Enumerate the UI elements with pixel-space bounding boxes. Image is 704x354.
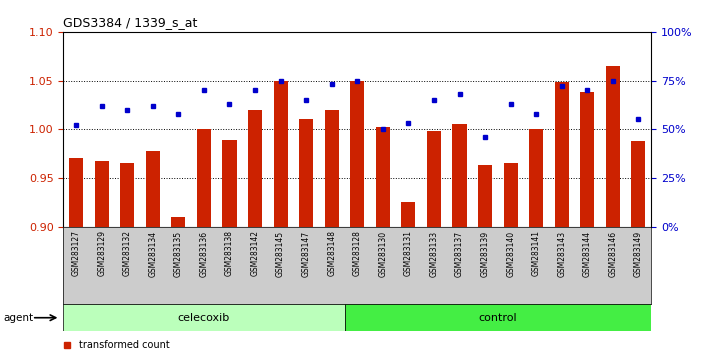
- Text: GDS3384 / 1339_s_at: GDS3384 / 1339_s_at: [63, 16, 198, 29]
- Text: GSM283146: GSM283146: [608, 230, 617, 276]
- Text: agent: agent: [4, 313, 34, 323]
- Bar: [146, 151, 160, 227]
- Bar: [120, 163, 134, 227]
- Bar: [580, 92, 594, 227]
- Text: GSM283134: GSM283134: [149, 230, 157, 276]
- Text: celecoxib: celecoxib: [178, 313, 230, 323]
- Bar: [94, 161, 108, 227]
- Text: GSM283149: GSM283149: [634, 230, 643, 276]
- Bar: [325, 110, 339, 227]
- Bar: [631, 141, 646, 227]
- Text: GSM283145: GSM283145: [276, 230, 285, 276]
- Text: GSM283141: GSM283141: [532, 230, 541, 276]
- Bar: [222, 140, 237, 227]
- Text: GSM283129: GSM283129: [97, 230, 106, 276]
- Text: GSM283139: GSM283139: [481, 230, 489, 276]
- Bar: [503, 163, 517, 227]
- Bar: [529, 129, 543, 227]
- Bar: [478, 165, 492, 227]
- Text: GSM283133: GSM283133: [429, 230, 439, 276]
- Text: control: control: [479, 313, 517, 323]
- Bar: [299, 120, 313, 227]
- Bar: [555, 82, 569, 227]
- Bar: [171, 217, 185, 227]
- Text: GSM283132: GSM283132: [122, 230, 132, 276]
- Bar: [401, 202, 415, 227]
- Text: GSM283143: GSM283143: [558, 230, 566, 276]
- Bar: [344, 304, 651, 331]
- Text: GSM283142: GSM283142: [251, 230, 260, 276]
- Bar: [69, 159, 83, 227]
- Bar: [376, 127, 390, 227]
- Bar: [274, 80, 288, 227]
- Text: GSM283131: GSM283131: [404, 230, 413, 276]
- Text: GSM283136: GSM283136: [199, 230, 208, 276]
- Bar: [197, 129, 211, 227]
- Text: GSM283135: GSM283135: [174, 230, 183, 276]
- Bar: [453, 124, 467, 227]
- Text: transformed count: transformed count: [79, 340, 170, 350]
- Bar: [63, 304, 344, 331]
- Text: GSM283128: GSM283128: [353, 230, 362, 276]
- Text: GSM283138: GSM283138: [225, 230, 234, 276]
- Text: GSM283140: GSM283140: [506, 230, 515, 276]
- Text: GSM283148: GSM283148: [327, 230, 337, 276]
- Bar: [351, 80, 364, 227]
- Text: GSM283147: GSM283147: [301, 230, 310, 276]
- Text: GSM283127: GSM283127: [72, 230, 81, 276]
- Text: GSM283144: GSM283144: [583, 230, 592, 276]
- Bar: [606, 66, 620, 227]
- Bar: [427, 131, 441, 227]
- Text: GSM283137: GSM283137: [455, 230, 464, 276]
- Text: GSM283130: GSM283130: [378, 230, 387, 276]
- Bar: [248, 110, 262, 227]
